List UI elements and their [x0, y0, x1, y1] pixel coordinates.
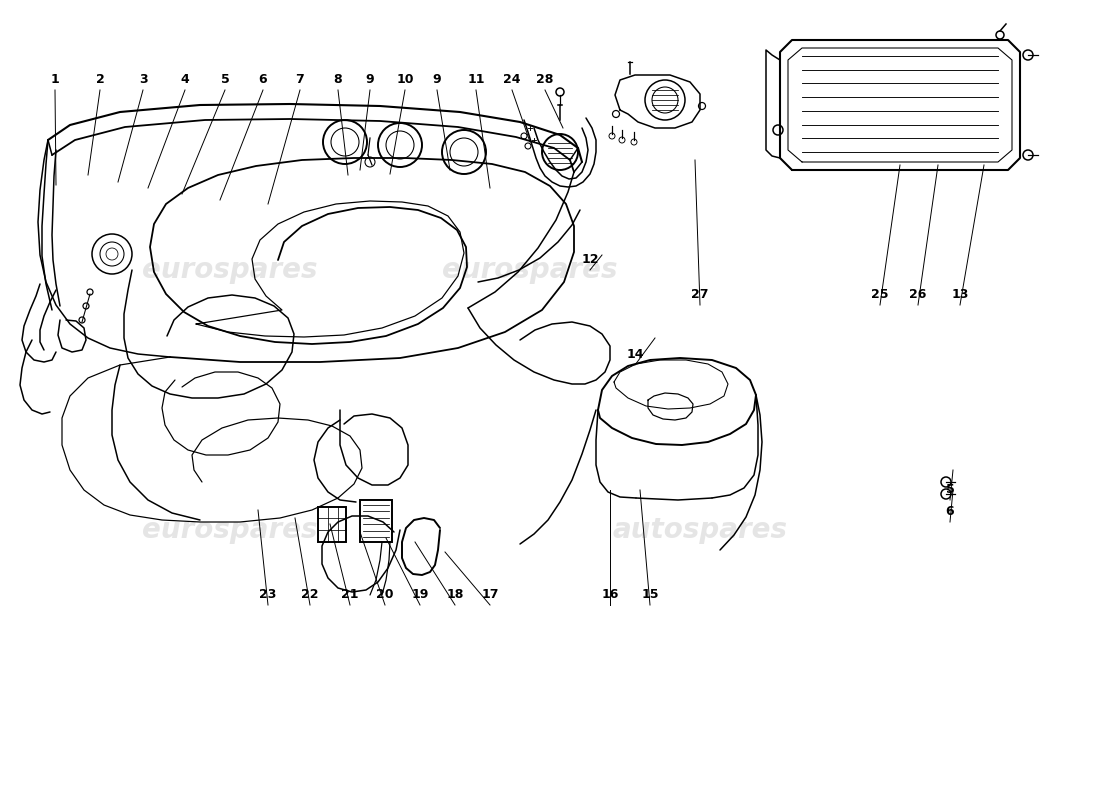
Text: 17: 17	[482, 588, 498, 601]
Text: 11: 11	[468, 73, 485, 86]
Text: 20: 20	[376, 588, 394, 601]
Text: 3: 3	[139, 73, 147, 86]
Text: 24: 24	[504, 73, 520, 86]
Text: eurospares: eurospares	[142, 516, 318, 544]
Text: 21: 21	[341, 588, 359, 601]
Text: eurospares: eurospares	[442, 256, 618, 284]
Text: 22: 22	[301, 588, 319, 601]
Text: 26: 26	[910, 288, 926, 301]
Bar	[360, 500, 392, 542]
Text: 19: 19	[411, 588, 429, 601]
Text: 28: 28	[537, 73, 553, 86]
Text: 15: 15	[641, 588, 659, 601]
Text: 18: 18	[447, 588, 464, 601]
Text: 14: 14	[626, 348, 644, 361]
Text: 4: 4	[180, 73, 189, 86]
Text: 8: 8	[333, 73, 342, 86]
Bar	[318, 507, 346, 542]
Text: 5: 5	[946, 483, 955, 496]
Text: 5: 5	[221, 73, 230, 86]
Text: 13: 13	[952, 288, 969, 301]
Text: eurospares: eurospares	[142, 256, 318, 284]
Text: 10: 10	[396, 73, 414, 86]
Text: 27: 27	[691, 288, 708, 301]
Text: 1: 1	[51, 73, 59, 86]
Text: 7: 7	[296, 73, 305, 86]
Text: 2: 2	[96, 73, 104, 86]
Text: 25: 25	[871, 288, 889, 301]
Text: autospares: autospares	[613, 516, 788, 544]
Text: 12: 12	[581, 253, 598, 266]
Text: 6: 6	[258, 73, 267, 86]
Text: 9: 9	[432, 73, 441, 86]
Text: 9: 9	[365, 73, 374, 86]
Text: 16: 16	[602, 588, 618, 601]
Text: 23: 23	[260, 588, 277, 601]
Text: 6: 6	[946, 505, 955, 518]
